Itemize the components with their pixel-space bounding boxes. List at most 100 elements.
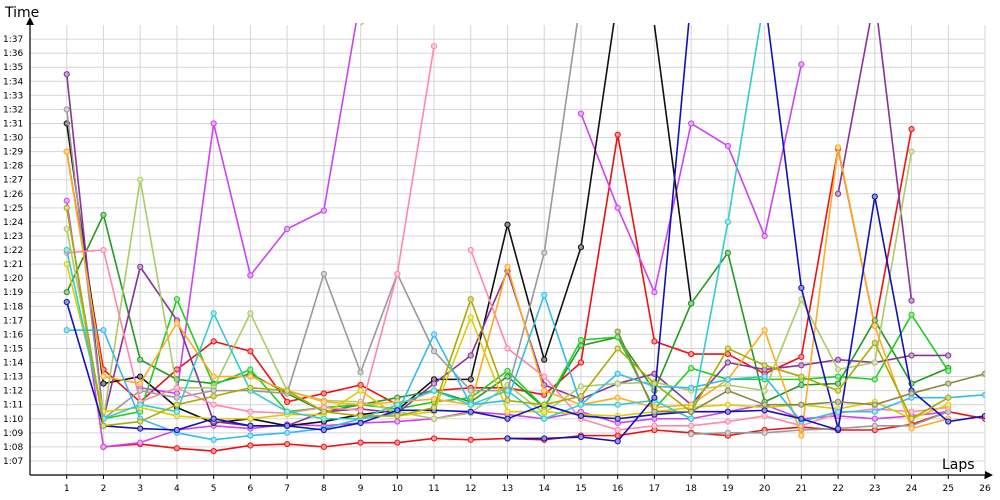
data-point xyxy=(394,401,401,408)
data-point xyxy=(210,338,217,345)
x-axis-arrow xyxy=(985,471,993,479)
data-point xyxy=(577,401,585,408)
data-point xyxy=(394,412,401,420)
data-point xyxy=(467,401,474,408)
data-point xyxy=(724,218,731,225)
data-point xyxy=(908,352,915,359)
data-point xyxy=(137,380,144,387)
x-tick-label: 26 xyxy=(979,484,991,494)
series-line xyxy=(691,410,949,436)
data-point xyxy=(247,415,254,422)
y-tick-label: 1:08 xyxy=(3,443,23,453)
data-point xyxy=(577,359,585,366)
data-point xyxy=(945,380,952,387)
data-point xyxy=(908,425,915,432)
data-point xyxy=(724,418,731,425)
data-point xyxy=(100,373,107,380)
data-point xyxy=(430,435,438,442)
data-point xyxy=(467,376,474,383)
data-point xyxy=(834,190,842,197)
data-point xyxy=(651,422,658,429)
series-12 xyxy=(877,23,915,304)
data-point xyxy=(541,373,548,380)
data-point xyxy=(798,61,805,68)
series-4 xyxy=(137,61,805,397)
data-point xyxy=(945,352,952,359)
data-point xyxy=(908,148,915,155)
x-tick-label: 11 xyxy=(428,484,439,494)
data-point xyxy=(504,387,511,394)
x-tick-label: 14 xyxy=(539,484,551,494)
data-point xyxy=(137,176,144,183)
x-tick-label: 25 xyxy=(943,484,954,494)
data-point xyxy=(724,359,731,366)
data-point xyxy=(871,322,878,330)
y-tick-label: 1:20 xyxy=(3,274,23,284)
data-point xyxy=(577,433,585,441)
y-tick-label: 1:07 xyxy=(3,457,23,467)
data-point xyxy=(981,412,985,420)
y-tick-label: 1:33 xyxy=(3,91,23,101)
y-tick-label: 1:17 xyxy=(3,316,23,326)
data-point xyxy=(284,429,291,436)
x-tick-label: 4 xyxy=(174,484,180,494)
data-point xyxy=(504,408,511,415)
x-tick-label: 19 xyxy=(722,484,734,494)
data-point xyxy=(798,373,805,380)
data-point xyxy=(871,359,878,366)
x-tick-label: 13 xyxy=(502,484,513,494)
data-point xyxy=(210,415,217,422)
data-point xyxy=(724,249,731,256)
data-point xyxy=(724,381,731,389)
y-tick-label: 1:29 xyxy=(3,148,23,158)
data-point xyxy=(614,432,621,439)
data-point xyxy=(504,415,511,422)
data-point xyxy=(320,443,327,450)
data-point xyxy=(173,401,181,408)
y-tick-label: 1:19 xyxy=(3,288,23,298)
data-point xyxy=(210,436,217,443)
y-tick-label: 1:14 xyxy=(3,359,23,369)
y-tick-label: 1:30 xyxy=(3,134,23,144)
series-line xyxy=(66,294,985,441)
data-point xyxy=(357,401,364,408)
data-point xyxy=(63,204,70,211)
data-point xyxy=(210,393,217,400)
data-point xyxy=(981,391,985,398)
data-point xyxy=(761,401,768,408)
data-point xyxy=(908,125,915,133)
y-tick-label: 1:09 xyxy=(3,429,23,439)
data-point xyxy=(247,272,254,279)
data-point xyxy=(541,249,548,256)
series-11 xyxy=(834,23,871,197)
data-point xyxy=(137,418,144,425)
data-point xyxy=(394,439,401,446)
y-tick-label: 1:13 xyxy=(3,373,23,383)
data-point xyxy=(908,311,915,318)
x-tick-label: 5 xyxy=(211,484,217,494)
data-point xyxy=(688,384,695,391)
y-tick-label: 1:32 xyxy=(3,105,23,115)
data-point xyxy=(981,370,985,377)
data-point xyxy=(173,366,181,373)
series-line xyxy=(249,23,357,276)
y-tick-label: 1:34 xyxy=(3,77,23,87)
data-point xyxy=(137,425,144,432)
data-point xyxy=(320,408,327,415)
data-point xyxy=(357,412,364,420)
data-point xyxy=(614,426,621,434)
data-point xyxy=(945,394,952,401)
data-point xyxy=(761,362,768,369)
data-point xyxy=(430,404,438,411)
data-point xyxy=(63,298,70,306)
data-point xyxy=(247,422,254,429)
data-point xyxy=(871,376,878,383)
data-point xyxy=(247,348,254,355)
data-point xyxy=(945,418,952,425)
data-point xyxy=(614,401,621,408)
x-tick-label: 7 xyxy=(284,484,290,494)
data-point xyxy=(908,297,915,304)
data-point xyxy=(247,310,254,317)
series-26 xyxy=(63,204,952,429)
data-point xyxy=(688,350,695,358)
